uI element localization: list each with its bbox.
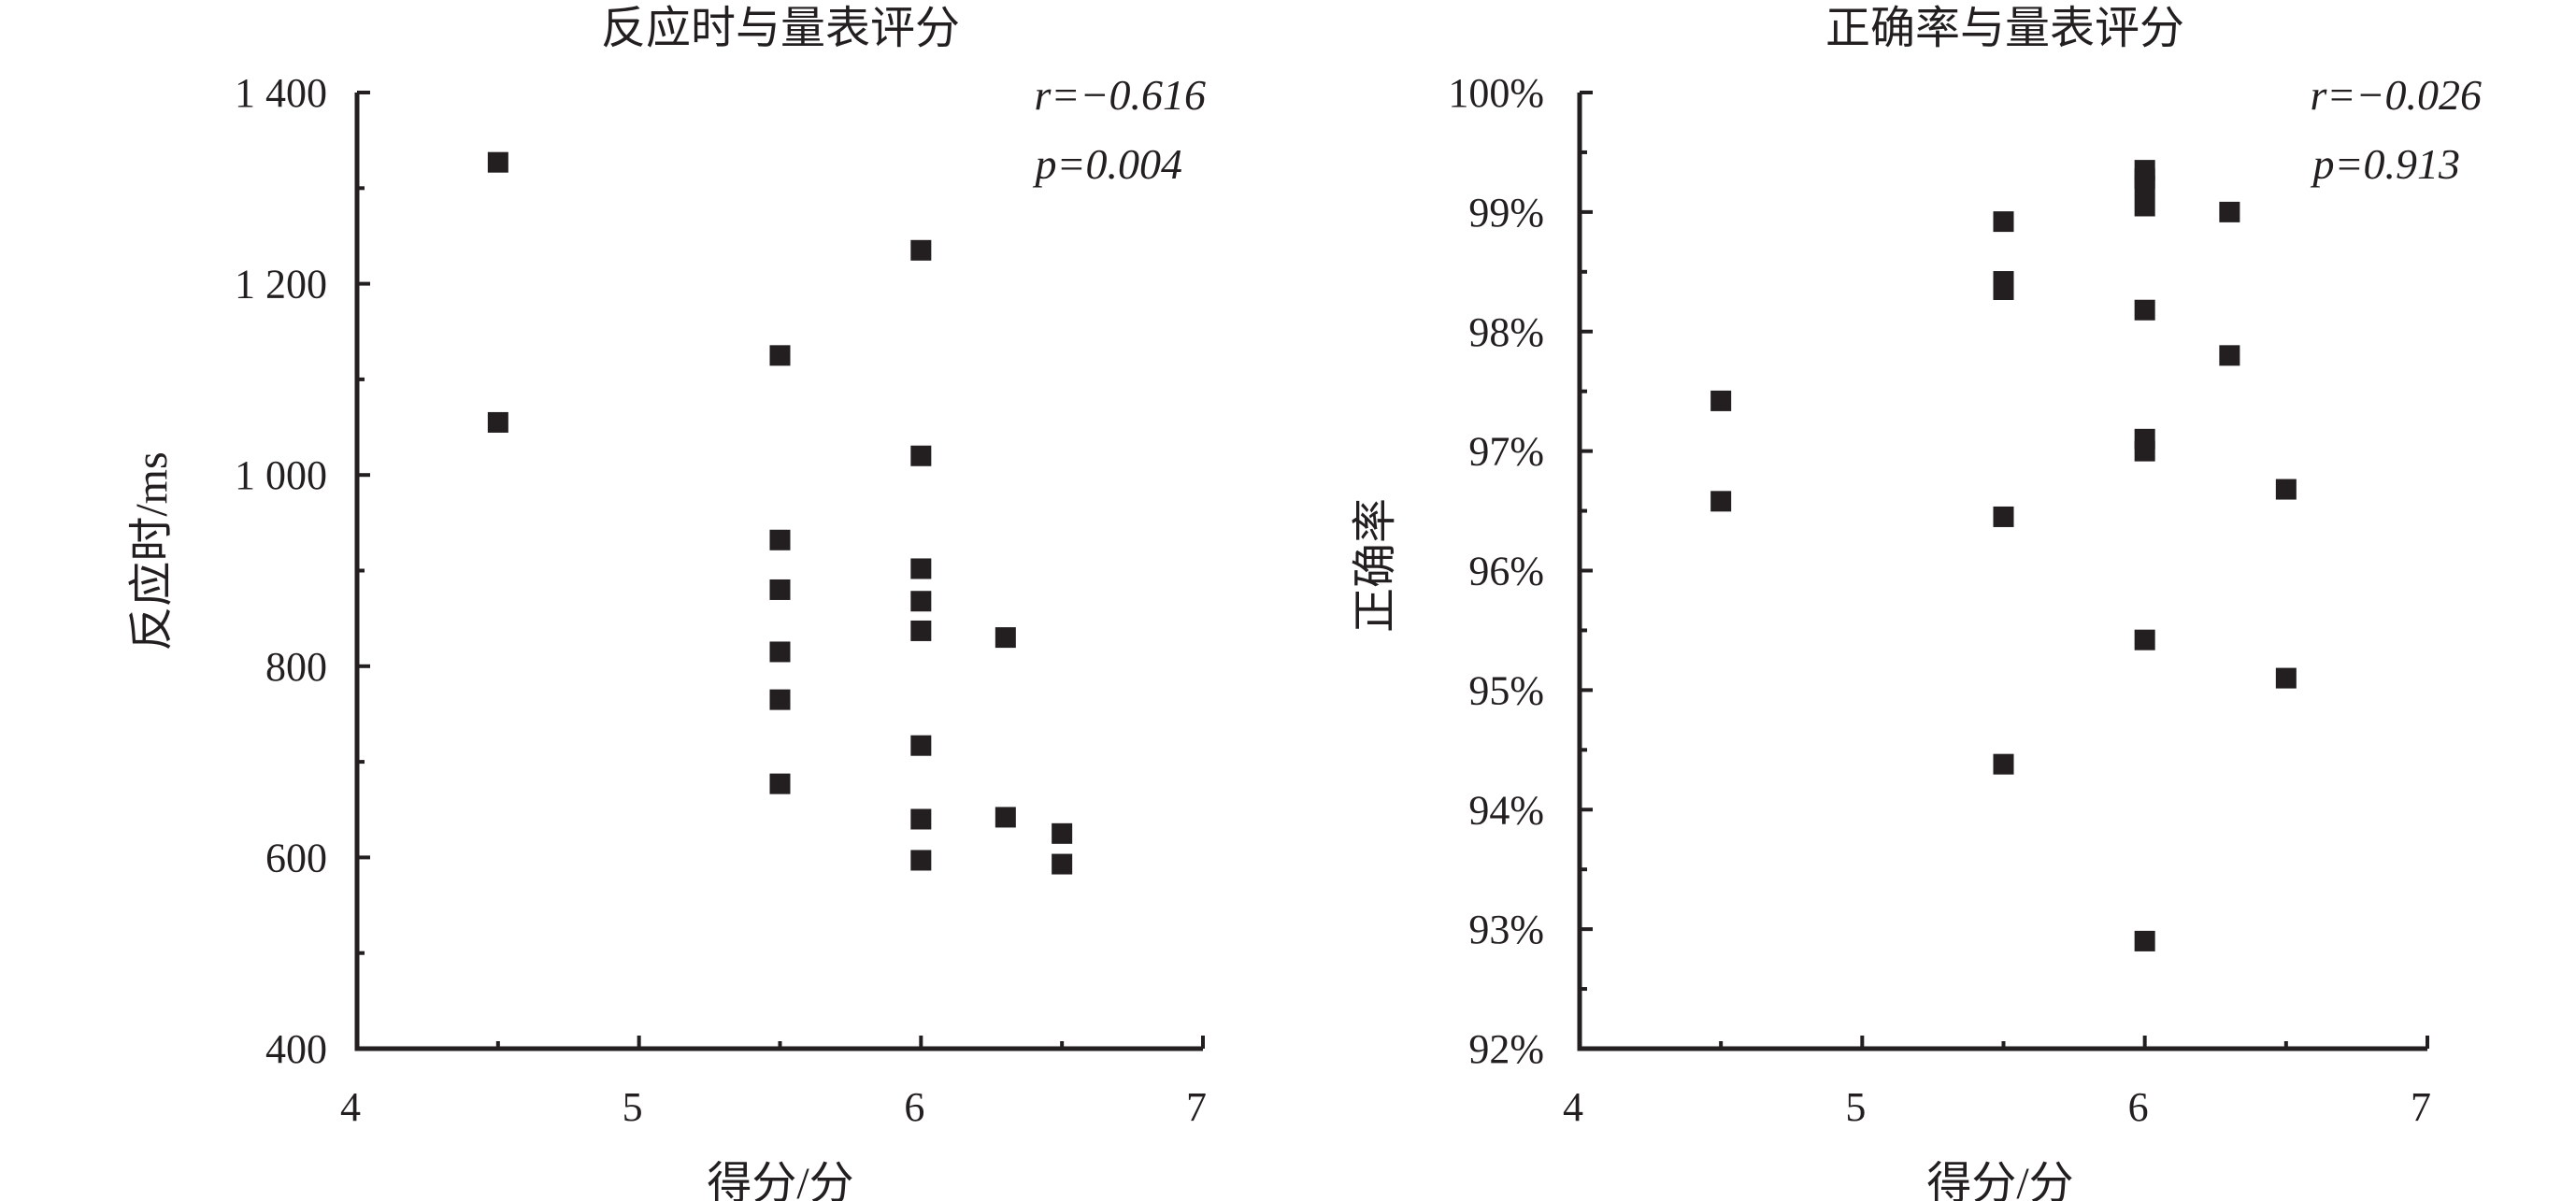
data-point bbox=[769, 641, 791, 663]
data-point bbox=[2134, 299, 2155, 321]
data-point bbox=[769, 773, 791, 794]
data-point bbox=[910, 735, 932, 756]
y-axis-label: 反应时/ms bbox=[127, 451, 177, 651]
y-axis-label: 正确率 bbox=[1351, 498, 1400, 633]
data-point bbox=[2275, 479, 2297, 500]
y-tick-label: 92% bbox=[1468, 1026, 1544, 1072]
chart-title: 反应时与量表评分 bbox=[601, 4, 960, 53]
x-tick-label: 6 bbox=[904, 1084, 924, 1130]
data-point bbox=[910, 591, 932, 612]
x-tick-label: 7 bbox=[1186, 1084, 1207, 1130]
data-point bbox=[910, 808, 932, 830]
data-point bbox=[487, 151, 508, 173]
data-point bbox=[2219, 345, 2240, 366]
y-tick-label: 95% bbox=[1468, 667, 1544, 713]
y-tick-label: 100% bbox=[1448, 70, 1544, 116]
y-tick-label: 97% bbox=[1468, 429, 1544, 475]
data-point bbox=[1993, 506, 2014, 527]
correlation-r: r=−0.616 bbox=[1035, 71, 1206, 119]
data-point bbox=[769, 529, 791, 550]
data-point bbox=[2134, 440, 2155, 462]
y-tick-label: 96% bbox=[1468, 549, 1544, 594]
data-point bbox=[1052, 853, 1073, 875]
data-point bbox=[910, 620, 932, 641]
y-tick-label: 600 bbox=[265, 835, 327, 880]
y-tick-label: 94% bbox=[1468, 787, 1544, 833]
data-point bbox=[487, 411, 508, 433]
data-point bbox=[910, 445, 932, 466]
x-tick-label: 6 bbox=[2128, 1084, 2149, 1130]
correlation-r: r=−0.026 bbox=[2311, 71, 2482, 119]
data-point bbox=[2134, 629, 2155, 651]
data-point bbox=[910, 239, 932, 261]
p-value: p=0.004 bbox=[1032, 140, 1182, 188]
p-value: p=0.913 bbox=[2310, 140, 2460, 188]
data-point bbox=[995, 807, 1016, 828]
x-axis-label: 得分/分 bbox=[707, 1159, 853, 1201]
y-tick-label: 1 000 bbox=[235, 452, 327, 498]
x-axis-label: 得分/分 bbox=[1926, 1159, 2073, 1201]
x-tick-label: 7 bbox=[2411, 1084, 2431, 1130]
data-point bbox=[910, 850, 932, 871]
data-point bbox=[1993, 753, 2014, 775]
data-point bbox=[1993, 279, 2014, 300]
y-tick-label: 800 bbox=[265, 644, 327, 690]
chart-title: 正确率与量表评分 bbox=[1825, 4, 2184, 53]
data-point bbox=[2134, 195, 2155, 217]
data-point bbox=[1993, 211, 2014, 233]
data-point bbox=[2134, 930, 2155, 951]
x-tick-label: 5 bbox=[623, 1084, 643, 1130]
data-point bbox=[769, 579, 791, 600]
data-point bbox=[2219, 201, 2240, 222]
x-tick-label: 5 bbox=[1845, 1084, 1866, 1130]
accuracy-chart: 正确率与量表评分 正确率 得分/分 r=−0.026 p=0.913 92% 93… bbox=[1351, 4, 2482, 1201]
y-tick-label: 400 bbox=[265, 1026, 327, 1072]
data-point bbox=[1710, 491, 1732, 512]
data-point bbox=[2275, 667, 2297, 689]
y-tick-label: 1 200 bbox=[235, 262, 327, 307]
data-point bbox=[2134, 175, 2155, 196]
y-tick-label: 1 400 bbox=[235, 70, 327, 116]
data-point bbox=[995, 627, 1016, 649]
y-tick-label: 99% bbox=[1468, 190, 1544, 236]
y-tick-label: 98% bbox=[1468, 309, 1544, 355]
reaction-time-chart: 反应时与量表评分 反应时/ms 得分/分 r=−0.616 p=0.004 40… bbox=[127, 4, 1207, 1201]
data-point bbox=[769, 689, 791, 710]
y-tick-label: 93% bbox=[1468, 907, 1544, 952]
data-point bbox=[910, 558, 932, 579]
data-point bbox=[769, 345, 791, 366]
data-point bbox=[1052, 822, 1073, 844]
x-tick-label: 4 bbox=[1563, 1084, 1583, 1130]
x-tick-label: 4 bbox=[340, 1084, 361, 1130]
data-point bbox=[1710, 390, 1732, 411]
